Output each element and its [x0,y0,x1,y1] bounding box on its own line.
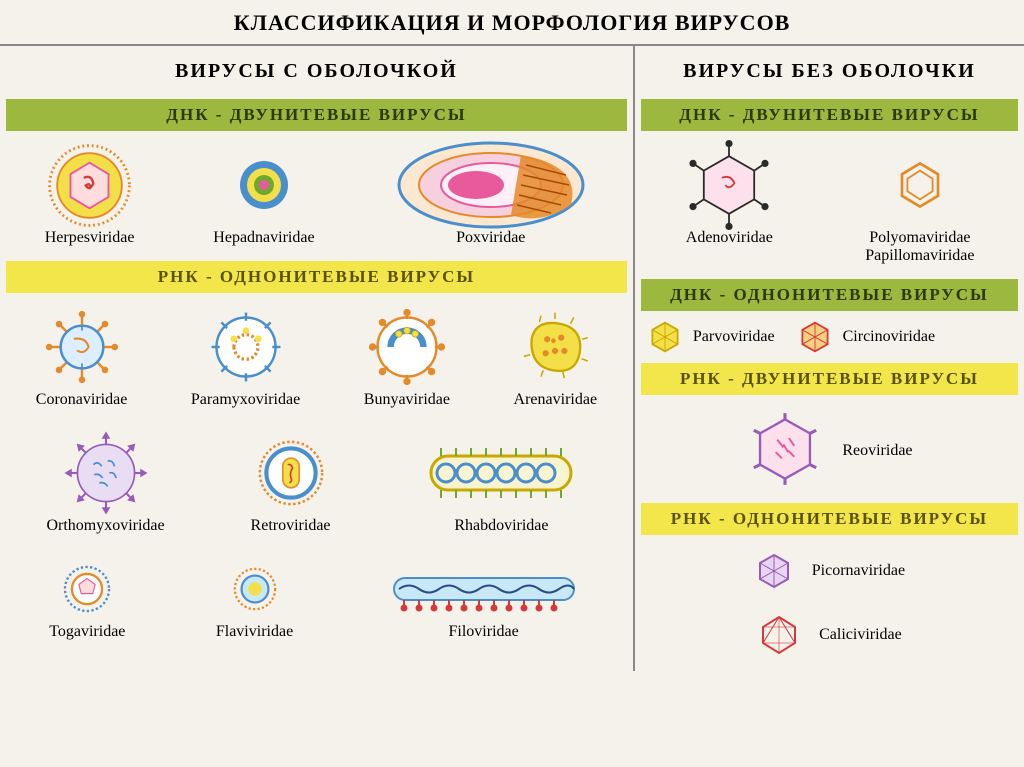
orthomyxo-label: Orthomyxoviridae [46,517,164,535]
left-band-dna: ДНК - ДВУНИТЕВЫЕ ВИРУСЫ [6,99,627,131]
virus-bunya: Bunyaviridae [364,307,450,409]
left-grid-dna: Herpesviridae Hepadnaviridae [0,133,633,259]
adeno-icon [684,145,774,225]
pox-icon [391,145,591,225]
paramyxo-label: Paramyxoviridae [191,391,300,409]
virus-pox: Poxviridae [391,145,591,247]
herpes-label: Herpesviridae [45,229,135,247]
bunya-icon [366,307,448,387]
retro-icon [250,433,332,513]
left-grid-rna-3: Togaviridae Flaviviridae [0,547,633,653]
circino-icon [797,319,833,355]
virus-filo: Filoviridae [384,559,584,641]
virus-orthomyxo: Orthomyxoviridae [46,433,164,535]
right-col-title: ВИРУСЫ БЕЗ ОБОЛОЧКИ [635,46,1024,97]
picorna-icon [754,551,794,591]
flavi-label: Flaviviridae [216,623,293,641]
virus-adeno: Adenoviridae [684,145,774,265]
hepadna-label: Hepadnaviridae [213,229,314,247]
calici-icon [757,613,801,657]
polyoma-label: Polyomaviridae Papillomaviridae [865,229,974,265]
arena-icon [516,307,594,387]
flavi-icon [227,559,283,619]
corona-label: Coronaviridae [36,391,128,409]
circino-label: Circinoviridae [843,328,935,346]
adeno-label: Adenoviridae [686,229,773,247]
parvo-icon [647,319,683,355]
toga-icon [58,559,116,619]
retro-label: Retroviridae [251,517,331,535]
virus-retro: Retroviridae [250,433,332,535]
virus-rhabdo: Rhabdoviridae [416,433,586,535]
corona-icon [41,307,123,387]
reo-icon [746,409,824,489]
filo-icon [384,559,584,619]
virus-paramyxo: Paramyxoviridae [191,307,300,409]
left-grid-rna-2: Orthomyxoviridae Retroviridae [0,421,633,547]
herpes-icon [42,145,137,225]
right-grid-dna2: Adenoviridae Polyomaviridae Papillomavir… [635,133,1024,277]
right-grid-rna2: Reoviridae [635,397,1024,501]
pox-label: Poxviridae [456,229,525,247]
virus-hepadna: Hepadnaviridae [213,145,314,247]
arena-label: Arenaviridae [514,391,598,409]
hepadna-icon [234,145,294,225]
filo-label: Filoviridae [449,623,519,641]
virus-toga: Togaviridae [49,559,125,641]
reo-label: Reoviridae [842,442,912,460]
parvo-label: Parvoviridae [693,328,775,346]
calici-label: Caliciviridae [819,626,902,644]
virus-flavi: Flaviviridae [216,559,293,641]
virus-corona: Coronaviridae [36,307,128,409]
bunya-label: Bunyaviridae [364,391,450,409]
right-band-rna1: РНК - ОДНОНИТЕВЫЕ ВИРУСЫ [641,503,1018,535]
virus-polyoma: Polyomaviridae Papillomaviridae [865,145,974,265]
virus-herpes: Herpesviridae [42,145,137,247]
right-column: ВИРУСЫ БЕЗ ОБОЛОЧКИ ДНК - ДВУНИТЕВЫЕ ВИР… [635,46,1024,671]
left-band-rna: РНК - ОДНОНИТЕВЫЕ ВИРУСЫ [6,261,627,293]
toga-label: Togaviridae [49,623,125,641]
polyoma-icon [893,145,947,225]
orthomyxo-icon [64,433,148,513]
paramyxo-icon [205,307,287,387]
virus-arena: Arenaviridae [514,307,598,409]
left-column: ВИРУСЫ С ОБОЛОЧКОЙ ДНК - ДВУНИТЕВЫЕ ВИРУ… [0,46,635,671]
right-band-rna2: РНК - ДВУНИТЕВЫЕ ВИРУСЫ [641,363,1018,395]
main-container: ВИРУСЫ С ОБОЛОЧКОЙ ДНК - ДВУНИТЕВЫЕ ВИРУ… [0,44,1024,671]
rhabdo-icon [416,433,586,513]
row-picorna: Picornaviridae [647,545,1012,597]
right-band-dna2: ДНК - ДВУНИТЕВЫЕ ВИРУСЫ [641,99,1018,131]
rhabdo-label: Rhabdoviridae [454,517,548,535]
left-grid-rna-1: Coronaviridae Paramyxoviridae [0,295,633,421]
picorna-label: Picornaviridae [812,562,905,580]
virus-reo: Reoviridae [746,409,912,489]
right-row-dna1: Parvoviridae Circinoviridae [635,313,1024,361]
row-calici: Caliciviridae [647,607,1012,663]
right-band-dna1: ДНК - ОДНОНИТЕВЫЕ ВИРУСЫ [641,279,1018,311]
main-title: КЛАССИФИКАЦИЯ И МОРФОЛОГИЯ ВИРУСОВ [0,0,1024,44]
right-rna1-list: Picornaviridae Caliciviridae [635,537,1024,671]
left-col-title: ВИРУСЫ С ОБОЛОЧКОЙ [0,46,633,97]
